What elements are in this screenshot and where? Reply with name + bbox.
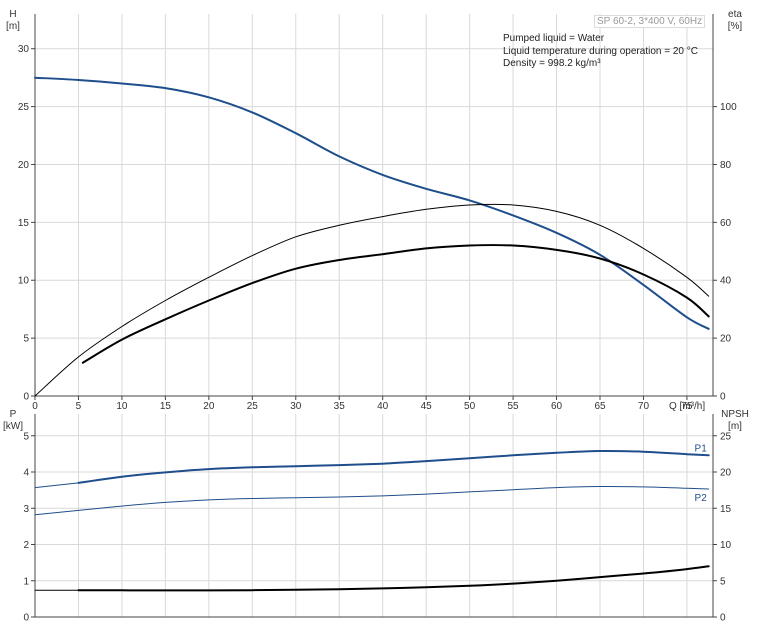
tick-label-right-p1-10: 10 <box>720 540 732 551</box>
curve-p0-s1 <box>34 203 710 397</box>
curve-label-p2: P2 <box>695 493 708 504</box>
tick-label-right-p0-40: 40 <box>720 276 732 287</box>
tick-label-left-p0-0: 0 <box>23 392 29 403</box>
pump-model-box: SP 60-2, 3*400 V, 60Hz <box>594 15 706 28</box>
tick-label-x-20: 20 <box>203 401 215 412</box>
info-line-pumped-liquid: Pumped liquid = Water <box>503 33 605 44</box>
liquid-info: Pumped liquid = Water Liquid temperature… <box>503 33 698 71</box>
axis-unit-right-p1: [m] <box>728 421 742 432</box>
info-line-density: Density = 998.2 kg/m³ <box>503 58 601 69</box>
tick-label-left-p0-25: 25 <box>18 102 30 113</box>
tick-label-left-p0-10: 10 <box>18 276 30 287</box>
axis-unit-right-p0: [%] <box>728 21 743 32</box>
axis-title-left-p0: H <box>9 9 16 20</box>
axis-title-x: Q [m³/h] <box>669 401 705 412</box>
tick-label-right-p0-80: 80 <box>720 160 732 171</box>
tick-label-left-p1-3: 3 <box>23 504 29 515</box>
tick-label-right-p1-15: 15 <box>720 504 732 515</box>
curve-p1-s1 <box>34 482 79 489</box>
tick-label-left-p0-5: 5 <box>23 334 29 345</box>
tick-label-x-75: 75 <box>681 401 693 412</box>
tick-label-x-5: 5 <box>76 401 82 412</box>
tick-label-right-p0-0: 0 <box>720 392 726 403</box>
tick-label-x-70: 70 <box>638 401 650 412</box>
axis-unit-left-p1: [kW] <box>3 421 23 432</box>
tick-label-x-60: 60 <box>551 401 563 412</box>
axis-unit-left-p0: [m] <box>6 21 20 32</box>
tick-label-right-p1-5: 5 <box>720 576 726 587</box>
tick-label-x-65: 65 <box>594 401 606 412</box>
tick-label-x-45: 45 <box>421 401 433 412</box>
tick-label-right-p0-60: 60 <box>720 218 732 229</box>
tick-label-x-50: 50 <box>464 401 476 412</box>
info-line-temperature: Liquid temperature during operation = 20… <box>503 45 698 57</box>
tick-label-x-30: 30 <box>290 401 302 412</box>
tick-label-left-p1-0: 0 <box>23 613 29 624</box>
tick-label-x-10: 10 <box>116 401 128 412</box>
tick-label-x-25: 25 <box>247 401 259 412</box>
curve-label-p1: P1 <box>695 443 708 454</box>
tick-label-left-p0-15: 15 <box>18 218 30 229</box>
axis-title-right-p0: eta <box>728 9 742 20</box>
tick-label-x-40: 40 <box>377 401 389 412</box>
curve-p1 <box>77 449 710 484</box>
tick-label-x-15: 15 <box>160 401 172 412</box>
axis-title-right-p1: NPSH <box>721 409 749 420</box>
tick-label-x-0: 0 <box>32 401 38 412</box>
tick-label-left-p1-5: 5 <box>23 431 29 442</box>
tick-label-right-p0-100: 100 <box>720 102 737 113</box>
tick-label-right-p1-25: 25 <box>720 431 732 442</box>
tick-label-x-35: 35 <box>334 401 346 412</box>
axis-title-left-p1: P <box>10 409 17 420</box>
curve-p0-s0 <box>34 76 710 330</box>
curve-p1-s3 <box>77 565 710 592</box>
tick-label-left-p1-2: 2 <box>23 540 29 551</box>
tick-label-left-p1-4: 4 <box>23 468 29 479</box>
tick-label-right-p1-20: 20 <box>720 468 732 479</box>
curve-p2 <box>34 485 710 516</box>
tick-label-left-p0-30: 30 <box>18 44 30 55</box>
tick-label-x-55: 55 <box>508 401 520 412</box>
tick-label-right-p1-0: 0 <box>720 613 726 624</box>
tick-label-left-p0-20: 20 <box>18 160 30 171</box>
tick-label-left-p1-1: 1 <box>23 576 29 587</box>
tick-label-right-p0-20: 20 <box>720 334 732 345</box>
curve-p0-s2 <box>81 244 710 364</box>
